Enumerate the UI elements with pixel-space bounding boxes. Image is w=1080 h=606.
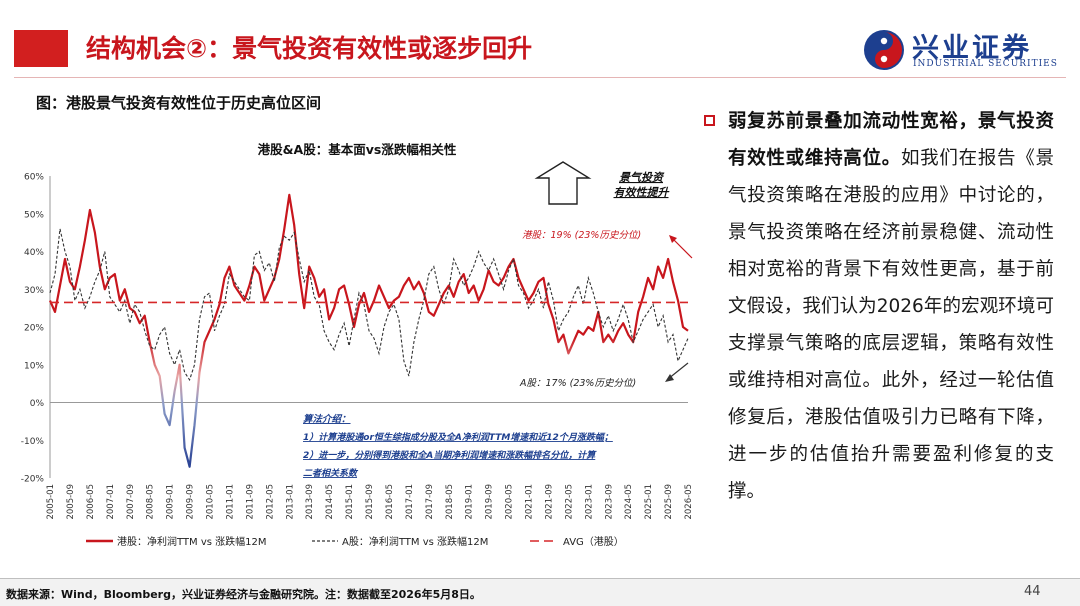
callout-text-line2: 有效性提升 <box>614 186 670 199</box>
y-tick-label: -10% <box>21 437 45 447</box>
x-tick-label: 2012-05 <box>265 484 275 520</box>
hk-series-line <box>48 193 689 468</box>
x-tick-label: 2022-05 <box>564 484 574 520</box>
x-tick-label: 2006-05 <box>86 484 96 520</box>
y-tick-label: 50% <box>24 210 44 220</box>
x-tick-label: 2008-05 <box>146 484 156 520</box>
x-tick-label: 2011-01 <box>225 484 235 520</box>
x-tick-label: 2018-05 <box>445 484 455 520</box>
chart-title: 港股&A股：基本面vs涨跌幅相关性 <box>258 142 457 157</box>
title-accent-block <box>14 30 68 67</box>
y-tick-label: 20% <box>24 324 44 334</box>
commentary-headline: 弱复苏前景叠加流动性宽裕，景气投资有效性或维持高位。 <box>728 111 1054 169</box>
note-line-1: 1）计算港股通or恒生综指成分股及全A净利润TTM增速和近12个月涨跌幅； <box>303 432 613 443</box>
slide-title: 结构机会②：景气投资有效性或逐步回升 <box>86 34 533 63</box>
footer-band <box>0 579 1080 606</box>
x-tick-label: 2017-01 <box>405 484 415 520</box>
x-tick-label: 2005-09 <box>66 484 76 520</box>
x-tick-label: 2023-09 <box>604 484 614 520</box>
x-tick-label: 2025-01 <box>644 484 654 520</box>
x-tick-label: 2019-09 <box>485 484 495 520</box>
hk-annotation-arrow <box>671 237 693 259</box>
y-tick-label: 30% <box>24 286 44 296</box>
legend-avg-label: AVG（港股） <box>563 536 624 548</box>
y-tick-label: 10% <box>24 361 44 371</box>
a-share-annotation: A股：17% (23%历史分位) <box>519 377 636 389</box>
x-tick-label: 2026-05 <box>684 484 694 520</box>
x-tick-label: 2024-05 <box>624 484 634 520</box>
logo-name-cn: 兴业证券 <box>912 33 1032 64</box>
x-tick-label: 2013-01 <box>285 484 295 520</box>
a-share-annotation-arrowhead <box>665 374 674 382</box>
commentary-body: 如我们在报告《景气投资策略在港股的应用》中讨论的，景气投资策略在经济前景稳健、流… <box>728 148 1054 502</box>
x-tick-label: 2009-01 <box>166 484 176 520</box>
y-tick-label: 0% <box>30 399 45 409</box>
x-tick-label: 2011-09 <box>245 484 255 520</box>
callout-up-arrow-icon <box>534 161 592 205</box>
note-title: 算法介绍： <box>303 413 351 425</box>
note-line-2b: 二者相关系数 <box>303 468 359 479</box>
note-line-2a: 2）进一步，分别得到港股和全A当期净利润增速和涨跌幅排名分位，计算 <box>303 450 597 461</box>
x-tick-label: 2017-09 <box>425 484 435 520</box>
legend-hk-label: 港股：净利润TTM vs 涨跌幅12M <box>117 535 267 548</box>
footer-divider <box>0 578 1080 579</box>
logo-name-en: INDUSTRIAL SECURITIES <box>913 59 1058 69</box>
callout-text-line1: 景气投资 <box>619 171 665 184</box>
commentary-text: 弱复苏前景叠加流动性宽裕，景气投资有效性或维持高位。如我们在报告《景气投资策略在… <box>728 103 1054 510</box>
page-number: 44 <box>1024 584 1041 599</box>
hk-annotation: 港股：19% (23%历史分位) <box>522 229 641 241</box>
x-tick-label: 2005-01 <box>46 484 56 520</box>
x-tick-label: 2016-05 <box>385 484 395 520</box>
x-tick-label: 2007-09 <box>126 484 136 520</box>
x-tick-label: 2019-01 <box>465 484 475 520</box>
x-tick-label: 2021-01 <box>525 484 535 520</box>
x-tick-label: 2021-09 <box>544 484 554 520</box>
x-tick-label: 2020-05 <box>505 484 515 520</box>
commentary-panel: 弱复苏前景叠加流动性宽裕，景气投资有效性或维持高位。如我们在报告《景气投资策略在… <box>704 103 1054 510</box>
x-tick-label: 2010-05 <box>206 484 216 520</box>
y-tick-label: 60% <box>24 173 44 183</box>
company-logo: 兴业证券 INDUSTRIAL SECURITIES <box>862 22 1062 74</box>
title-divider <box>14 77 1066 78</box>
logo-emblem-icon <box>864 30 904 70</box>
bullet-square-icon <box>704 115 715 126</box>
x-tick-label: 2013-09 <box>305 484 315 520</box>
legend-a-share-label: A股：净利润TTM vs 涨跌幅12M <box>342 535 488 548</box>
x-tick-label: 2009-09 <box>186 484 196 520</box>
a-share-series-line <box>49 228 689 382</box>
hk-annotation-arrowhead <box>669 235 677 243</box>
y-tick-label: 40% <box>24 248 44 258</box>
x-tick-label: 2023-01 <box>584 484 594 520</box>
figure-caption: 图：港股景气投资有效性位于历史高位区间 <box>36 94 322 112</box>
y-tick-label: -20% <box>21 475 45 485</box>
x-tick-label: 2015-09 <box>365 484 375 520</box>
x-tick-label: 2025-09 <box>664 484 674 520</box>
x-tick-label: 2014-05 <box>325 484 335 520</box>
x-tick-label: 2007-01 <box>106 484 116 520</box>
correlation-line-chart: 港股&A股：基本面vs涨跌幅相关性 -20% -10% 0% 10% 20% 30% 40% 5… <box>21 142 694 548</box>
x-tick-label: 2015-01 <box>345 484 355 520</box>
data-source-note: 数据来源：Wind，Bloomberg，兴业证券经济与金融研究院。注：数据截至2… <box>6 588 481 601</box>
